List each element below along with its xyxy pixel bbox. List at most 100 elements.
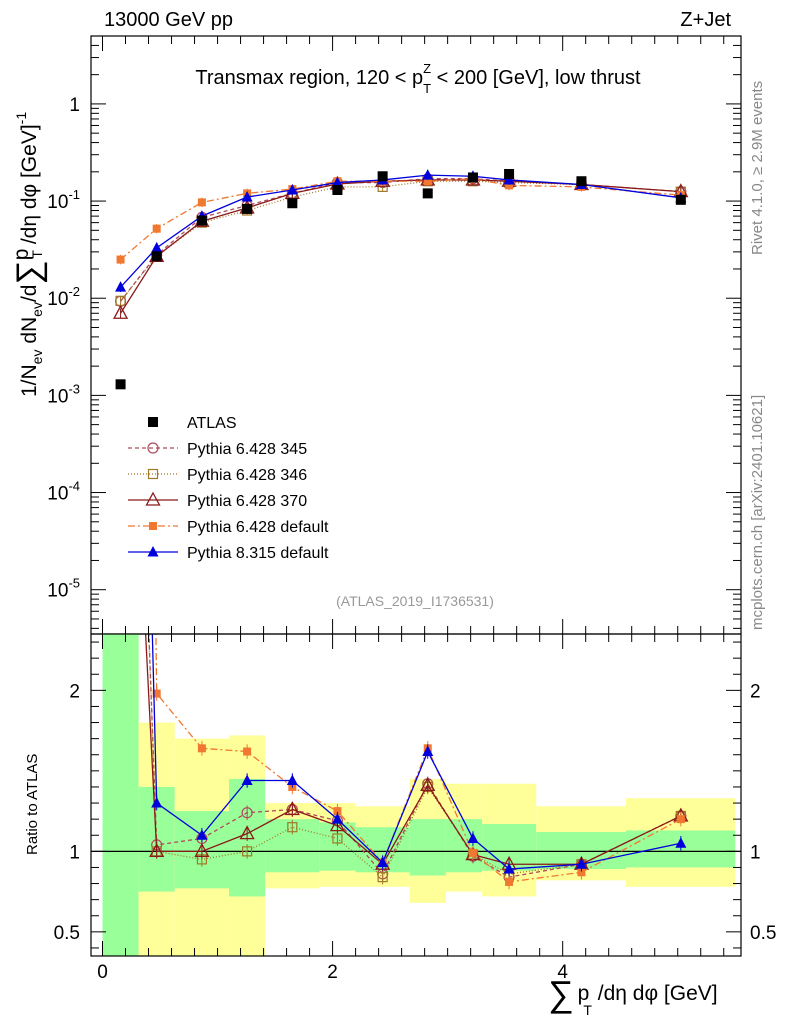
ratio-point-2-1 xyxy=(149,842,165,857)
text-part: Transmax region, 120 < p xyxy=(195,67,423,89)
ratio-point-4-7 xyxy=(422,745,434,757)
mcplots-label: mcplots.cern.ch [arXiv:2401.10621] xyxy=(749,395,766,630)
ratio-data xyxy=(114,136,689,890)
atlas-point-6 xyxy=(377,171,388,182)
ratio-point-2-3 xyxy=(239,825,255,840)
ratio-point-2-2 xyxy=(194,842,210,857)
uncertainty-bands xyxy=(102,634,736,956)
atlas-point-8 xyxy=(467,172,478,183)
ratio-point-3-10 xyxy=(577,868,586,877)
point-5-1 xyxy=(151,241,163,253)
ratio-line-1 xyxy=(148,634,682,879)
ytick-label-2: 10-3 xyxy=(47,381,80,407)
text-part: 1 xyxy=(69,95,80,116)
text-part: -1 xyxy=(68,187,80,202)
text-part: -4 xyxy=(68,479,80,494)
atlas-point-2 xyxy=(196,215,207,226)
atlas-point-0 xyxy=(115,379,126,390)
atlas-point-7 xyxy=(422,188,433,199)
text-part: T xyxy=(583,1002,592,1018)
point-5-7 xyxy=(422,169,434,180)
ratio-point-4-10 xyxy=(575,858,587,869)
ratio-point-2-5 xyxy=(329,817,346,832)
point-5-0 xyxy=(115,281,127,292)
legend-label-1: Pythia 6.428 345 xyxy=(187,441,307,458)
ratio-line-0 xyxy=(148,634,682,878)
ratio-point-1-5 xyxy=(332,833,343,844)
point-5-5 xyxy=(331,176,343,188)
ytick-label-0: 10-5 xyxy=(47,576,80,602)
text-part: < 200 [GeV], low thrust xyxy=(431,67,641,89)
ratio-point-3-3 xyxy=(243,747,252,756)
point-5-4 xyxy=(286,183,298,195)
text-part: 10 xyxy=(47,581,68,602)
ratio-point-3-11 xyxy=(676,815,685,824)
ratio-point-4-6 xyxy=(377,856,389,868)
legend-marker-5 xyxy=(147,546,159,557)
legend-marker-4 xyxy=(149,522,157,530)
ratio-point-4-2 xyxy=(196,829,208,840)
atlas-point-11 xyxy=(675,194,686,205)
ratio-point-2-0 xyxy=(114,136,127,148)
text-part: 10 xyxy=(47,289,68,310)
atlas-point-10 xyxy=(576,176,587,187)
text-part: 10 xyxy=(47,192,68,213)
ratio-point-0-3 xyxy=(241,807,253,819)
point-5-3 xyxy=(241,191,253,202)
main-ylabel: 1/Nev dNev/d∑pT /dη dφ [GeV]-1 xyxy=(10,112,48,397)
ratio-point-4-1 xyxy=(151,797,163,808)
text-part: p xyxy=(10,249,33,261)
text-part: dN xyxy=(18,317,41,350)
band-inner-7 xyxy=(409,819,446,876)
point-4-1 xyxy=(152,224,161,233)
ratio-point-2-7 xyxy=(420,776,436,791)
legend-label-4: Pythia 6.428 default xyxy=(187,519,329,536)
point-4-2 xyxy=(197,198,206,207)
xlabel: ∑ p T /dη dφ [GeV] xyxy=(548,973,718,1018)
legend-label-0: ATLAS xyxy=(187,415,237,432)
header-left: 13000 GeV pp xyxy=(104,9,233,31)
band-inner-0 xyxy=(102,634,139,956)
series-line-5 xyxy=(120,174,681,288)
rtick-label-right-0: 0.5 xyxy=(750,923,776,944)
text-part: 10 xyxy=(47,386,68,407)
legend-marker-0 xyxy=(148,417,158,427)
text-part: ∑ xyxy=(548,973,574,1014)
ytick-label-1: 10-4 xyxy=(47,479,80,505)
ratio-point-1-3 xyxy=(242,846,253,857)
ratio-line-2 xyxy=(144,634,682,866)
analysis-tag: (ATLAS_2019_I1736531) xyxy=(336,593,494,609)
rtick-label-right-2: 2 xyxy=(750,681,761,702)
text-part: ∑ xyxy=(10,260,48,284)
text-part: /dη dφ [GeV] xyxy=(592,982,718,1005)
ratio-point-3-9 xyxy=(505,877,514,886)
ratio-point-3-2 xyxy=(197,744,206,753)
ratio-point-3-1 xyxy=(152,689,161,698)
text-part: -1 xyxy=(13,112,29,125)
main-ticks: 10-510-410-310-210-11 xyxy=(47,35,741,634)
legend-label-5: Pythia 8.315 default xyxy=(187,545,329,562)
series-line-1 xyxy=(120,178,681,302)
band-inner-8 xyxy=(445,819,483,873)
ratio-point-4-5 xyxy=(331,813,343,824)
ytick-label-4: 10-1 xyxy=(47,187,80,213)
text-part: ev xyxy=(29,350,45,365)
atlas-point-5 xyxy=(332,184,343,195)
ratio-point-3-8 xyxy=(468,848,477,857)
ratio-ticks: 0.5 0.5 1 1 2 2 0 2 4 xyxy=(54,634,776,983)
text-part: /d xyxy=(18,285,41,303)
header-right: Z+Jet xyxy=(680,9,731,31)
ratio-ylabel: Ratio to ATLAS xyxy=(24,754,41,855)
point-3-0 xyxy=(112,304,129,319)
text-part: Z xyxy=(423,61,431,76)
ratio-point-1-4 xyxy=(287,822,298,833)
rtick-label-left-1: 1 xyxy=(69,842,80,863)
point-4-7 xyxy=(423,177,432,186)
rtick-label-left-2: 2 xyxy=(69,681,80,702)
ratio-point-4-3 xyxy=(241,774,253,786)
rivet-label: Rivet 4.1.0, ≥ 2.9M events xyxy=(749,81,766,255)
atlas-point-4 xyxy=(287,198,298,209)
point-4-0 xyxy=(116,255,125,264)
